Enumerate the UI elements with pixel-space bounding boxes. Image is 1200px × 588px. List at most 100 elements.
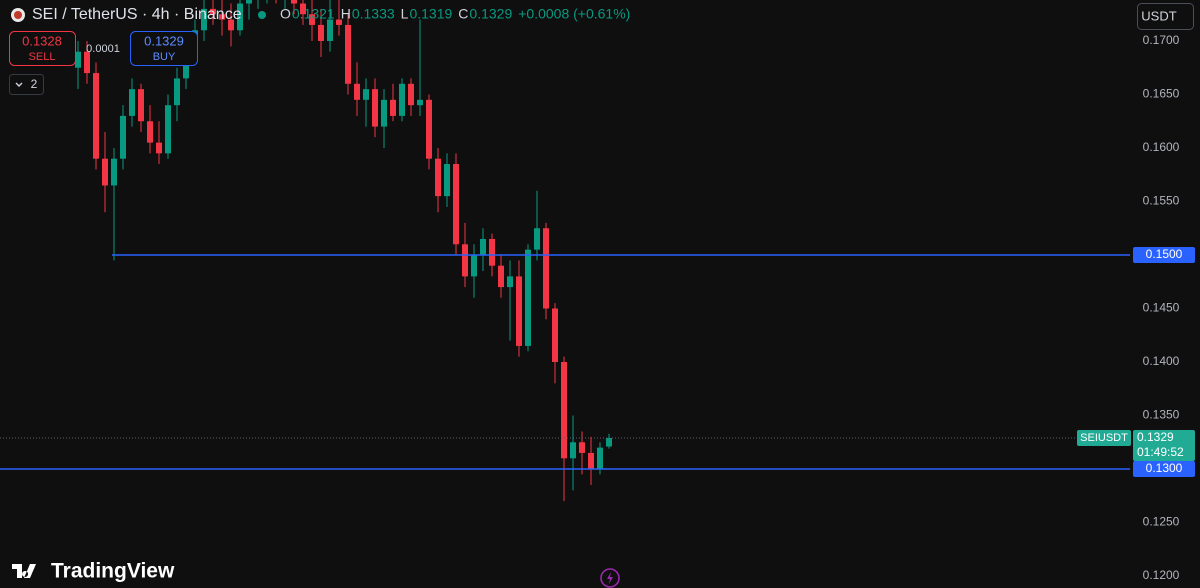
candle-body (93, 73, 99, 159)
sell-price: 0.1328 (22, 33, 62, 48)
buy-button[interactable] (130, 31, 198, 66)
candle-body (399, 83, 405, 116)
symbol-badge-text: SEIUSDT (1080, 432, 1128, 444)
y-tick-label: 0.1600 (1143, 140, 1180, 154)
currency-label: USDT (1141, 8, 1176, 23)
y-tick-label: 0.1700 (1143, 33, 1180, 47)
ohlc-value: 0.1319 (409, 6, 452, 22)
candle-body (228, 19, 234, 31)
level-label-box (1133, 461, 1195, 478)
symbol-title[interactable]: SEI / TetherUS · 4h · Binance (32, 6, 242, 23)
candle-body (165, 105, 171, 154)
candle-body (111, 158, 117, 186)
candle-body (84, 51, 90, 74)
candle-body (102, 158, 108, 186)
ohlc-key: O (280, 6, 291, 22)
candle-body (381, 99, 387, 127)
candle-body (174, 78, 180, 106)
candle-body (534, 228, 540, 250)
candle-body (606, 437, 612, 447)
candle-body (75, 51, 81, 68)
candle-body (462, 244, 468, 277)
indicators-toggle[interactable] (9, 74, 44, 95)
candle-body (372, 89, 378, 127)
y-tick-label: 0.1550 (1143, 194, 1180, 208)
y-tick-label: 0.1250 (1143, 515, 1180, 529)
symbol-icon-inner (14, 11, 22, 19)
price-change: +0.0008 (+0.61%) (518, 6, 630, 22)
candle-body (444, 164, 450, 197)
candle-body (201, 8, 207, 31)
candle-body (309, 14, 315, 25)
candle-body (417, 99, 423, 106)
ohlc-legend: O 0.1321 H 0.1333 L 0.1319 C 0.1329 +0.0008 (+0.… (280, 6, 630, 22)
candle-body (300, 3, 306, 15)
y-tick-label: 0.1450 (1143, 301, 1180, 315)
candle-body (219, 14, 225, 20)
candle-body (453, 164, 459, 245)
candle-body (525, 249, 531, 346)
candle-body (291, 0, 297, 4)
candle-body (327, 19, 333, 41)
spread: 0.0001 (86, 43, 120, 55)
candle-body (210, 8, 216, 15)
candle-body (246, 0, 252, 4)
candle-body (471, 254, 477, 277)
candle-body (498, 265, 504, 288)
candle-body (597, 447, 603, 470)
candle-body (147, 121, 153, 143)
y-tick-label: 0.1400 (1143, 354, 1180, 368)
level-label: 0.1300 (1146, 461, 1183, 475)
sell-label: SELL (29, 51, 56, 63)
logo-text: TradingView (51, 560, 175, 583)
plot-area (75, 0, 612, 502)
symbol-badge (1077, 429, 1131, 446)
ohlc-key: L (401, 6, 409, 22)
ohlc-key: H (341, 6, 351, 22)
last-price-label: 0.1329 (1137, 430, 1174, 444)
logo-icon (12, 564, 36, 578)
candle-body (237, 3, 243, 31)
candle-body (138, 89, 144, 122)
ohlc-value: 0.1333 (352, 6, 395, 22)
candle-body (561, 362, 567, 459)
indicators-count: 2 (31, 77, 38, 91)
level-label-box (1133, 246, 1195, 263)
candle-body (354, 83, 360, 100)
last-price-box (1133, 429, 1195, 461)
candle-body (507, 276, 513, 288)
market-status (258, 11, 266, 19)
candle-body (543, 228, 549, 309)
candle-body (552, 308, 558, 363)
countdown: 01:49:52 (1137, 445, 1184, 459)
candle-body (156, 142, 162, 154)
candle-body (480, 238, 486, 255)
candle-body (363, 89, 369, 100)
candle-body (516, 276, 522, 346)
candle-body (489, 238, 495, 266)
currency-button[interactable] (1137, 3, 1194, 30)
chevron-icon (15, 82, 23, 87)
candle-body (120, 115, 126, 159)
candle-body (570, 442, 576, 459)
candle-body (435, 158, 441, 197)
lightning-button[interactable] (600, 568, 620, 588)
level-label: 0.1500 (1146, 247, 1183, 261)
buy-label: BUY (153, 51, 176, 63)
candle-body (579, 442, 585, 453)
candle-body (318, 24, 324, 41)
y-tick-label: 0.1200 (1143, 568, 1180, 582)
candle-body (588, 452, 594, 470)
candle-body (345, 24, 351, 84)
ohlc-key: C (458, 6, 468, 22)
sell-button[interactable] (9, 31, 76, 66)
buy-price: 0.1329 (144, 33, 184, 48)
ohlc-value: 0.1321 (292, 6, 335, 22)
lightning-icon (607, 572, 613, 584)
candle-body (426, 99, 432, 159)
y-tick-label: 0.1650 (1143, 87, 1180, 101)
candle-body (336, 19, 342, 25)
candle-body (408, 83, 414, 106)
